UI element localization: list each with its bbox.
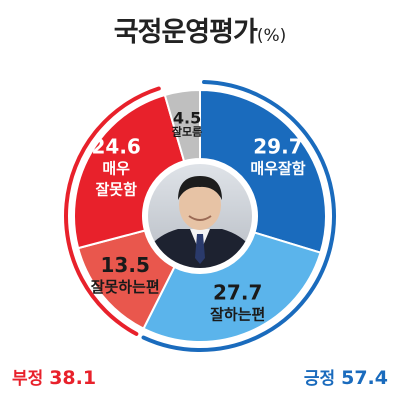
value-unknown: 4.5 <box>173 108 201 127</box>
positive-total-label: 긍정 <box>303 369 336 389</box>
category-very-good-0: 매우잘함 <box>250 159 305 177</box>
negative-total-label: 부정 <box>12 369 44 389</box>
chart-title-main: 국정운영평가 <box>113 17 258 48</box>
category-somewhat-good-0: 잘하는편 <box>210 305 265 323</box>
hair-icon <box>178 176 222 200</box>
category-somewhat-bad-0: 잘못하는편 <box>91 278 160 296</box>
tie-icon <box>195 234 205 264</box>
value-very-bad: 24.6 <box>91 134 140 158</box>
negative-outer-arc <box>64 86 161 336</box>
value-very-good: 29.7 <box>253 134 302 158</box>
negative-total: 부정 38.1 <box>12 364 96 389</box>
label-somewhat-bad: 13.5 잘못하는편 <box>91 253 160 296</box>
outer-arcs <box>64 80 336 352</box>
slice-unknown <box>163 88 201 163</box>
smile-icon <box>188 215 212 221</box>
slice-somewhat-good <box>142 231 322 343</box>
category-very-bad-0: 매우 <box>102 159 130 177</box>
negative-total-value: 38.1 <box>49 367 97 389</box>
value-somewhat-bad: 13.5 <box>101 253 150 277</box>
category-unknown-0: 잘모름 <box>172 125 202 138</box>
label-unknown: 4.5 잘모름 <box>172 108 202 139</box>
chart-title: 국정운영평가(%) <box>0 10 400 49</box>
chart-title-unit: (%) <box>256 26 287 46</box>
slice-very-good <box>199 88 327 254</box>
slices <box>73 88 327 343</box>
value-somewhat-good: 27.7 <box>213 280 262 304</box>
center-photo <box>144 160 256 272</box>
category-very-bad-1: 잘못함 <box>95 180 137 198</box>
positive-outer-arc <box>141 80 336 352</box>
label-very-good: 29.7 매우잘함 <box>250 134 305 177</box>
slice-very-bad <box>73 93 186 250</box>
label-somewhat-good: 27.7 잘하는편 <box>210 280 265 323</box>
positive-total: 긍정 57.4 <box>304 364 388 389</box>
positive-total-value: 57.4 <box>341 367 388 389</box>
